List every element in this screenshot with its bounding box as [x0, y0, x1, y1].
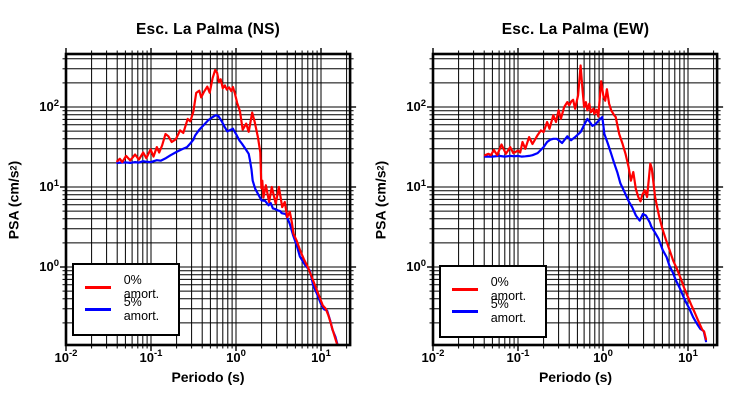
y-axis-title-close: ) [372, 160, 389, 166]
legend-label-0pct: 0% amort. [490, 275, 527, 303]
x-tick-label: 10-1 [140, 348, 164, 365]
curve-0pct [116, 68, 339, 345]
legend-item-5pct: 5% amort. [74, 295, 178, 323]
plot-ns: 10-2 10-1 100 101 100 101 102 [39, 48, 357, 365]
y-axis-title-close: ) [5, 160, 22, 166]
y-tick-label: 102 [406, 98, 426, 114]
plot-frame [431, 52, 719, 347]
legend-label-5pct: 5% amort. [490, 297, 527, 325]
y-axis-title-text: PSA (cm/s [372, 170, 389, 240]
y-tick-label: 101 [406, 178, 426, 194]
curve-0pct [484, 64, 708, 341]
y-tick-label: 101 [39, 178, 59, 194]
plot-frame [64, 52, 352, 347]
curve-5pct [484, 115, 708, 343]
y-tick-label: 100 [39, 258, 59, 274]
legend-item-0pct: 0% amort. [74, 273, 178, 301]
x-tick-label: 10-1 [507, 348, 531, 365]
x-tick-label: 101 [311, 348, 331, 365]
curve-5pct [116, 114, 339, 345]
legend-swatch-5pct-icon [452, 309, 478, 313]
x-tick-label: 100 [593, 348, 613, 365]
legend-swatch-0pct-icon [452, 287, 478, 291]
legend-item-0pct: 0% amort. [441, 275, 545, 303]
y-axis-title-ew: PSA (cm/s 2) [372, 160, 389, 240]
legend-label-0pct: 0% amort. [123, 273, 160, 301]
x-tick-label: 100 [226, 348, 246, 365]
x-tick-label: 10-2 [422, 348, 445, 365]
x-tick-label: 10-2 [55, 348, 78, 365]
legend-ns: 0% amort. 5% amort. [72, 263, 180, 336]
legend-label-5pct: 5% amort. [123, 295, 160, 323]
y-axis-title-ns: PSA (cm/s 2) [5, 160, 22, 240]
legend-swatch-5pct-icon [85, 307, 111, 311]
x-axis-title-ew: Periodo (s) [538, 369, 613, 385]
x-tick-label: 101 [678, 348, 698, 365]
y-tick-label: 102 [39, 98, 59, 114]
legend-item-5pct: 5% amort. [441, 297, 545, 325]
x-axis-title-ns: Periodo (s) [171, 369, 245, 385]
y-tick-label: 100 [406, 258, 426, 274]
legend-swatch-0pct-icon [85, 285, 111, 289]
y-axis-title-text: PSA (cm/s [5, 170, 22, 240]
legend-ew: 0% amort. 5% amort. [439, 265, 547, 338]
chart-title-ew: Esc. La Palma (EW) [501, 21, 650, 38]
chart-title-ns: Esc. La Palma (NS) [135, 21, 281, 38]
